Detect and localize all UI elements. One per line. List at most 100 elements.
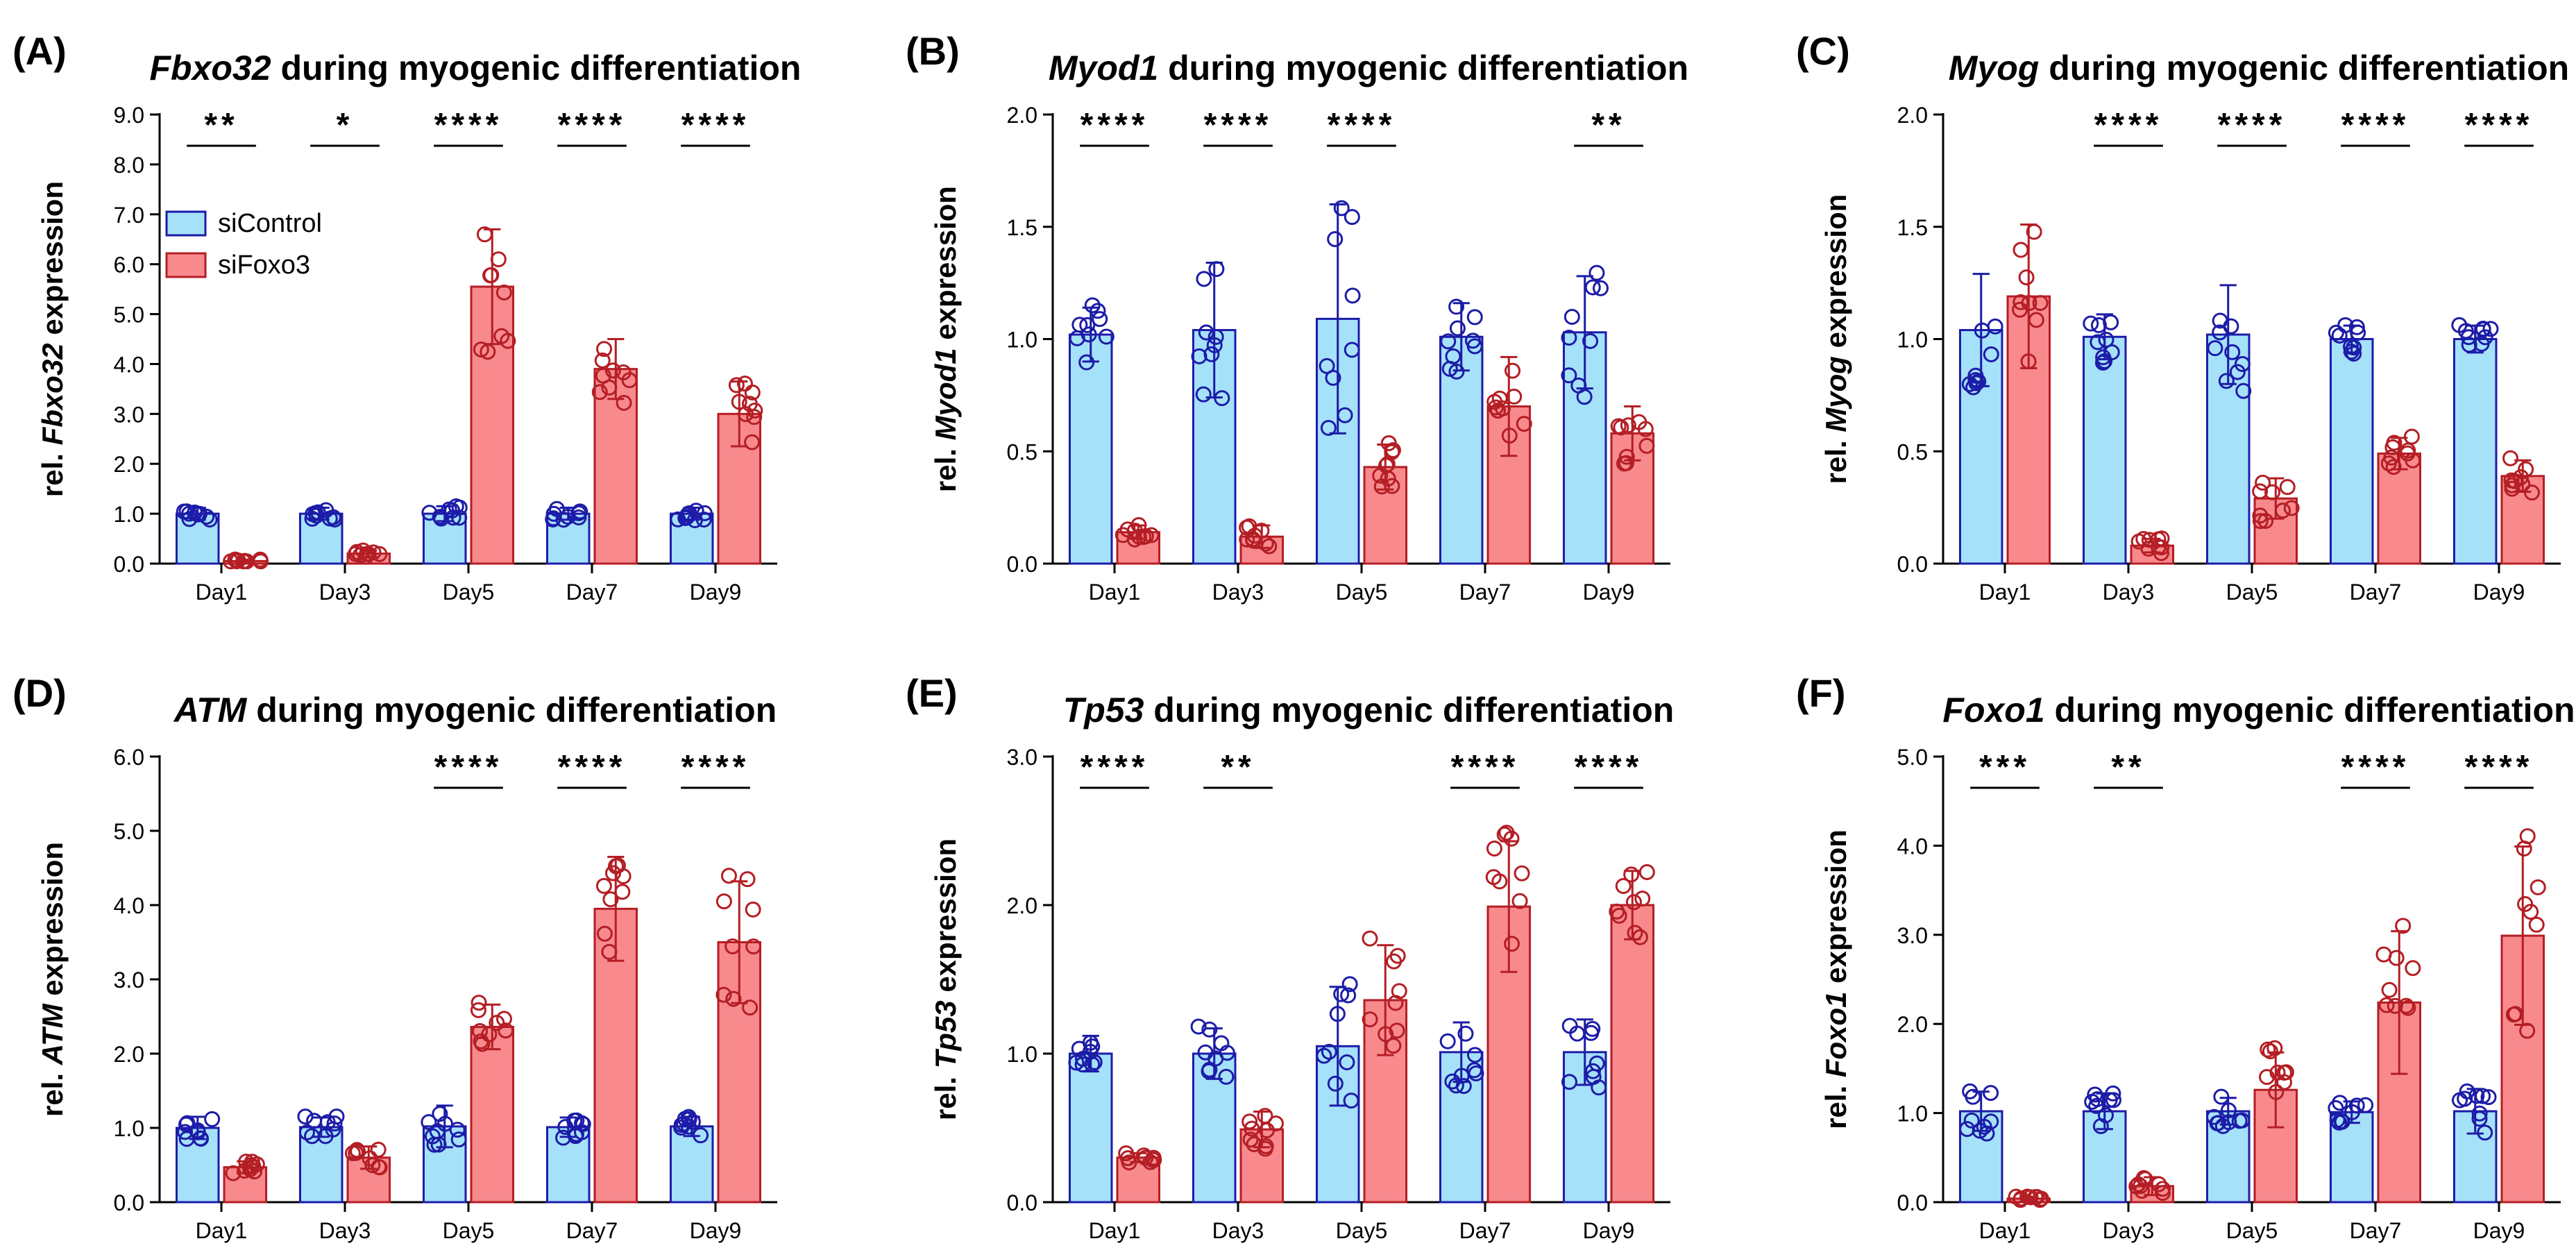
replicate-point: [2400, 442, 2416, 459]
y-tick-label: 2.0: [1897, 1012, 1928, 1037]
replicate-point: [1341, 976, 1358, 993]
replicate-point: [2383, 449, 2400, 466]
replicate-point: [1488, 399, 1505, 416]
x-tick-label: Day1: [196, 1218, 248, 1243]
replicate-point: [1320, 419, 1337, 436]
replicate-point: [1963, 1112, 1980, 1129]
y-axis-label: rel. Foxo1 expression: [1820, 829, 1852, 1129]
chart-title: ATM during myogenic differentiation: [173, 691, 777, 729]
y-tick-label: 1.0: [1897, 1102, 1928, 1127]
replicate-point: [1208, 1050, 1224, 1067]
replicate-point: [1071, 317, 1088, 333]
replicate-point: [745, 938, 762, 955]
replicate-point: [1333, 986, 1350, 1002]
replicate-point: [614, 884, 631, 900]
replicate-point: [1439, 1033, 1456, 1049]
y-tick-label: 1.0: [1897, 328, 1928, 353]
replicate-point: [2519, 1022, 2536, 1039]
replicate-point: [490, 251, 507, 268]
replicate-point: [178, 503, 195, 520]
replicate-point: [2357, 1097, 2374, 1113]
replicate-point: [470, 1002, 486, 1018]
replicate-point: [2220, 1102, 2237, 1119]
replicate-point: [2154, 1185, 2171, 1201]
x-tick-label: Day7: [1459, 1218, 1511, 1243]
significance-stars: ****: [1328, 107, 1396, 144]
title-gene: Foxo1: [1942, 691, 2044, 729]
replicate-point: [602, 891, 619, 908]
replicate-point: [695, 512, 712, 528]
replicate-point: [328, 1108, 345, 1125]
replicate-point: [681, 1111, 697, 1128]
replicate-point: [545, 511, 561, 528]
replicate-point: [424, 1128, 441, 1145]
replicate-point: [228, 553, 245, 570]
x-tick-label: Day5: [443, 580, 495, 605]
replicate-point: [1246, 1136, 1262, 1153]
y-tick-label: 0.5: [1897, 439, 1928, 464]
replicate-point: [473, 341, 489, 357]
x-tick-label: Day9: [1583, 1218, 1635, 1243]
replicate-point: [2206, 1108, 2223, 1125]
replicate-point: [731, 394, 747, 410]
replicate-point: [1126, 531, 1143, 548]
replicate-point: [1214, 390, 1230, 407]
replicate-point: [2471, 1111, 2488, 1127]
replicate-point: [2264, 484, 2280, 500]
replicate-point: [741, 396, 758, 412]
replicate-point: [1321, 1043, 1337, 1060]
x-tick-label: Day3: [2103, 580, 2155, 605]
replicate-point: [1584, 1020, 1601, 1037]
y-tick-label: 2.0: [1007, 893, 1037, 918]
replicate-point: [1208, 261, 1225, 278]
replicate-point: [304, 510, 321, 527]
title-rest: during myogenic differentiation: [246, 691, 777, 729]
replicate-point: [1378, 457, 1395, 474]
replicate-point: [2027, 1189, 2044, 1206]
replicate-point: [1588, 264, 1605, 281]
replicate-point: [1344, 287, 1361, 304]
replicate-point: [1126, 522, 1143, 539]
x-tick-label: Day1: [1979, 1218, 2031, 1243]
replicate-point: [2328, 1099, 2344, 1116]
replicate-point: [2096, 353, 2113, 369]
significance-stars: ****: [2094, 107, 2163, 144]
replicate-point: [2274, 503, 2291, 519]
replicate-point: [596, 341, 613, 357]
title-gene: ATM: [173, 691, 248, 729]
ylabel-gene: Fbxo32: [36, 343, 69, 445]
replicate-point: [555, 512, 572, 528]
y-axis-label: rel. Myod1 expression: [929, 186, 962, 492]
replicate-point: [1098, 328, 1115, 345]
replicate-point: [2028, 312, 2044, 328]
ylabel-suffix: expression: [1820, 829, 1852, 991]
replicate-point: [1466, 1047, 1483, 1063]
replicate-point: [1137, 1149, 1154, 1166]
title-gene: Fbxo32: [150, 49, 271, 87]
replicate-point: [1074, 1056, 1091, 1073]
replicate-point: [2026, 223, 2042, 240]
legend-label-sicontrol: siControl: [218, 209, 322, 238]
replicate-point: [621, 372, 638, 389]
replicate-point: [595, 367, 611, 384]
replicate-point: [1584, 279, 1601, 296]
replicate-point: [2468, 1088, 2485, 1104]
replicate-point: [742, 999, 759, 1016]
panel-letter: (B): [906, 29, 960, 73]
y-tick-label: 0.0: [1007, 1190, 1037, 1215]
significance-stars: **: [204, 107, 238, 144]
replicate-point: [1448, 298, 1465, 315]
replicate-point: [1071, 1040, 1087, 1057]
replicate-point: [2477, 329, 2493, 346]
replicate-point: [1086, 1054, 1103, 1070]
ylabel-prefix: rel.: [929, 440, 962, 492]
replicate-point: [2403, 428, 2420, 445]
y-tick-label: 0.0: [1897, 1190, 1928, 1215]
replicate-point: [1627, 925, 1643, 941]
replicate-point: [1501, 428, 1518, 444]
y-tick-label: 5.0: [114, 303, 144, 328]
chart-title: Myog during myogenic differentiation: [1949, 49, 2569, 87]
replicate-point: [1464, 332, 1481, 349]
replicate-point: [1511, 893, 1528, 909]
